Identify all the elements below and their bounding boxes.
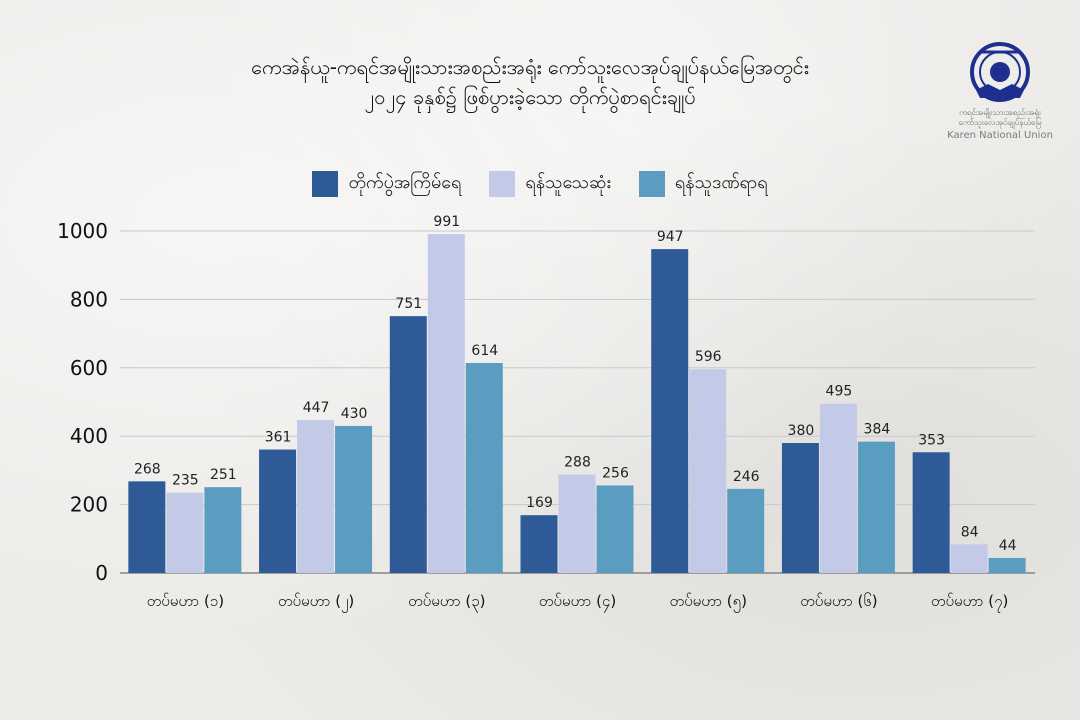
legend-item-series2: ရန်သူသေဆုံး bbox=[489, 170, 611, 197]
legend-label-series1: တိုက်ပွဲအကြိမ်ရေ bbox=[348, 172, 462, 193]
bar bbox=[950, 544, 988, 573]
bar bbox=[204, 487, 242, 573]
legend-item-series1: တိုက်ပွဲအကြိမ်ရေ bbox=[312, 170, 461, 197]
legend-item-series3: ရန်သူဒဏ်ရာရ bbox=[638, 170, 768, 197]
bar-value-label: 430 bbox=[341, 406, 368, 422]
bar bbox=[596, 485, 634, 573]
bar bbox=[335, 425, 373, 573]
y-tick-label: 0 bbox=[95, 561, 108, 585]
x-category-label: တပ်မဟာ (၄) bbox=[539, 592, 616, 613]
bar bbox=[259, 449, 297, 573]
bar-value-label: 246 bbox=[733, 469, 760, 485]
bar bbox=[520, 515, 558, 573]
y-tick-label: 800 bbox=[70, 287, 108, 311]
bar bbox=[558, 474, 596, 573]
bar-value-label: 614 bbox=[471, 343, 498, 359]
y-tick-label: 200 bbox=[70, 493, 108, 517]
bar bbox=[651, 249, 689, 573]
x-category-label: တပ်မဟာ (၆) bbox=[800, 592, 877, 610]
bar-value-label: 251 bbox=[210, 467, 237, 483]
bar-value-label: 44 bbox=[999, 538, 1017, 554]
knu-logo: ကရင်အမျိုးသားအစည်းအရုံး ကော်သူးလေအုပ်ချု… bbox=[945, 40, 1055, 150]
bar-value-label: 380 bbox=[788, 423, 815, 439]
y-tick-label: 400 bbox=[70, 424, 108, 448]
bar-value-label: 288 bbox=[564, 455, 591, 471]
y-tick-label: 600 bbox=[70, 356, 108, 380]
y-tick-label: 1000 bbox=[57, 219, 108, 243]
bar bbox=[781, 443, 819, 573]
legend-swatch-series3 bbox=[638, 170, 665, 197]
bar bbox=[297, 420, 335, 573]
bar bbox=[128, 481, 166, 573]
bar-value-label: 495 bbox=[826, 384, 853, 400]
x-category-label: တပ်မဟာ (၇) bbox=[931, 592, 1008, 613]
legend-label-series2: ရန်သူသေဆုံး bbox=[525, 172, 611, 193]
legend-swatch-series2 bbox=[489, 170, 516, 197]
chart-legend: တိုက်ပွဲအကြိမ်ရေ ရန်သူသေဆုံး ရန်သူဒဏ်ရာရ bbox=[0, 170, 1080, 197]
bar bbox=[427, 234, 465, 573]
x-category-label: တပ်မဟာ (၃) bbox=[408, 592, 485, 613]
title-line-1: ကေအဲန်ယူ-ကရင်အမျိုးသားအစည်းအရုံး ကော်သူး… bbox=[251, 55, 809, 79]
logo-caption-2: ကော်သူးလေအုပ်ချုပ်နယ်မြေ bbox=[958, 118, 1042, 127]
bar-value-label: 596 bbox=[695, 349, 722, 365]
bar-value-label: 353 bbox=[918, 432, 945, 448]
x-category-label: တပ်မဟာ (၁) bbox=[147, 592, 224, 610]
legend-label-series3: ရန်သူဒဏ်ရာရ bbox=[674, 172, 768, 193]
bar-value-label: 256 bbox=[602, 465, 629, 481]
bar-value-label: 169 bbox=[526, 495, 553, 511]
bar-value-label: 268 bbox=[134, 461, 161, 477]
x-category-label: တပ်မဟာ (၂) bbox=[278, 592, 354, 613]
bar bbox=[988, 557, 1026, 573]
bar-value-label: 751 bbox=[395, 296, 422, 312]
title-line-2: ၂၀၂၄ ခုနှစ်၌ ဖြစ်ပွားခဲ့သော တိုက်ပွဲစာရင… bbox=[364, 85, 696, 109]
bar-value-label: 84 bbox=[961, 524, 979, 540]
bar-value-label: 447 bbox=[303, 400, 330, 416]
bar bbox=[465, 363, 503, 573]
chart-title: ကေအဲန်ယူ-ကရင်အမျိုးသားအစည်းအရုံး ကော်သူး… bbox=[130, 52, 930, 112]
bar bbox=[857, 441, 895, 573]
bar-value-label: 384 bbox=[864, 422, 891, 438]
bar bbox=[819, 403, 857, 573]
bar bbox=[727, 488, 765, 573]
bar bbox=[912, 452, 950, 573]
bar-value-label: 991 bbox=[433, 214, 460, 230]
bar bbox=[389, 316, 427, 573]
knu-emblem-icon bbox=[970, 42, 1030, 102]
bar bbox=[166, 492, 204, 573]
bar-value-label: 947 bbox=[657, 229, 684, 245]
bar-value-label: 235 bbox=[172, 473, 199, 489]
logo-org-name: Karen National Union bbox=[947, 130, 1053, 141]
bar-value-label: 361 bbox=[265, 430, 292, 446]
bar bbox=[689, 369, 727, 573]
legend-swatch-series1 bbox=[312, 170, 339, 197]
logo-caption-1: ကရင်အမျိုးသားအစည်းအရုံး bbox=[959, 108, 1041, 117]
x-category-label: တပ်မဟာ (၅) bbox=[669, 592, 746, 613]
